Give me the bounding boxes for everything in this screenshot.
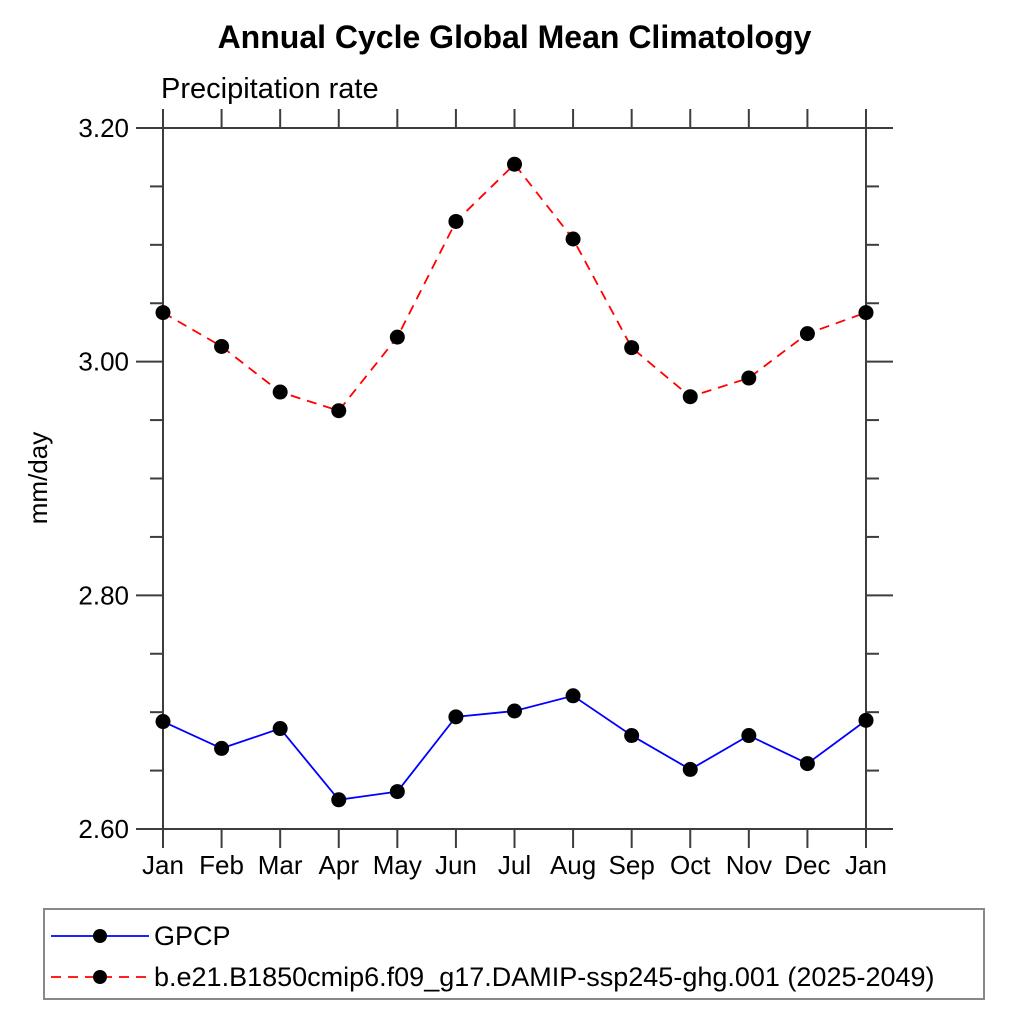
data-point-1 [682, 389, 698, 405]
legend-item-gpcp: GPCP [50, 921, 231, 951]
x-tick-label: Jan [845, 850, 887, 880]
data-point-0 [565, 688, 581, 704]
y-tick-label: 3.00 [78, 347, 129, 377]
data-point-0 [624, 728, 640, 744]
data-point-0 [272, 721, 288, 737]
data-point-0 [214, 740, 230, 756]
data-point-1 [272, 384, 288, 400]
data-point-1 [155, 305, 171, 321]
x-tick-label: Feb [199, 850, 244, 880]
y-tick-label: 2.80 [78, 580, 129, 610]
data-point-0 [507, 703, 522, 719]
data-point-1 [448, 213, 464, 229]
x-tick-label: Apr [319, 850, 360, 880]
series-line-1 [162, 162, 867, 412]
x-tick-label: Aug [550, 850, 596, 880]
data-point-1 [389, 329, 405, 345]
legend-swatch-gpcp [51, 929, 149, 943]
data-point-0 [331, 792, 347, 808]
x-tick-label: Sep [609, 850, 655, 880]
data-point-1 [331, 403, 347, 419]
legend-label-model: b.e21.B1850cmip6.f09_g17.DAMIP-ssp245-gh… [154, 961, 935, 992]
data-point-0 [448, 709, 464, 725]
y-tick-label: 3.20 [78, 113, 129, 143]
data-point-1 [507, 156, 522, 172]
y-tick-label: 2.60 [78, 814, 129, 844]
legend-marker-1 [93, 970, 107, 984]
data-point-1 [565, 231, 581, 247]
data-point-0 [389, 784, 405, 800]
x-tick-label: Mar [258, 850, 303, 880]
data-point-0 [799, 756, 815, 772]
data-point-0 [741, 728, 757, 744]
data-point-0 [682, 761, 698, 777]
data-point-0 [858, 712, 874, 728]
legend-item-model: b.e21.B1850cmip6.f09_g17.DAMIP-ssp245-gh… [50, 962, 935, 992]
x-tick-label: Jun [435, 850, 477, 880]
x-tick-label: Dec [784, 850, 830, 880]
chart-title: Annual Cycle Global Mean Climatology [217, 19, 812, 55]
x-tick-label: Jul [498, 850, 531, 880]
x-tick-label: May [373, 850, 422, 880]
data-point-1 [214, 338, 230, 354]
chart-subtitle: Precipitation rate [161, 73, 379, 105]
data-point-1 [858, 305, 874, 321]
y-axis-title: mm/day [23, 432, 53, 524]
data-point-1 [799, 326, 815, 342]
data-point-0 [155, 714, 171, 730]
plot-frame [162, 127, 867, 830]
legend-label-gpcp: GPCP [154, 920, 231, 951]
x-tick-label: Jan [142, 850, 184, 880]
data-point-1 [741, 370, 757, 386]
x-tick-label: Oct [670, 850, 711, 880]
legend-marker-0 [93, 929, 107, 943]
data-point-1 [624, 340, 640, 356]
x-tick-label: Nov [726, 850, 772, 880]
legend-swatch-model [51, 970, 149, 984]
legend: GPCP b.e21.B1850cmip6.f09_g17.DAMIP-ssp2… [43, 908, 985, 1000]
